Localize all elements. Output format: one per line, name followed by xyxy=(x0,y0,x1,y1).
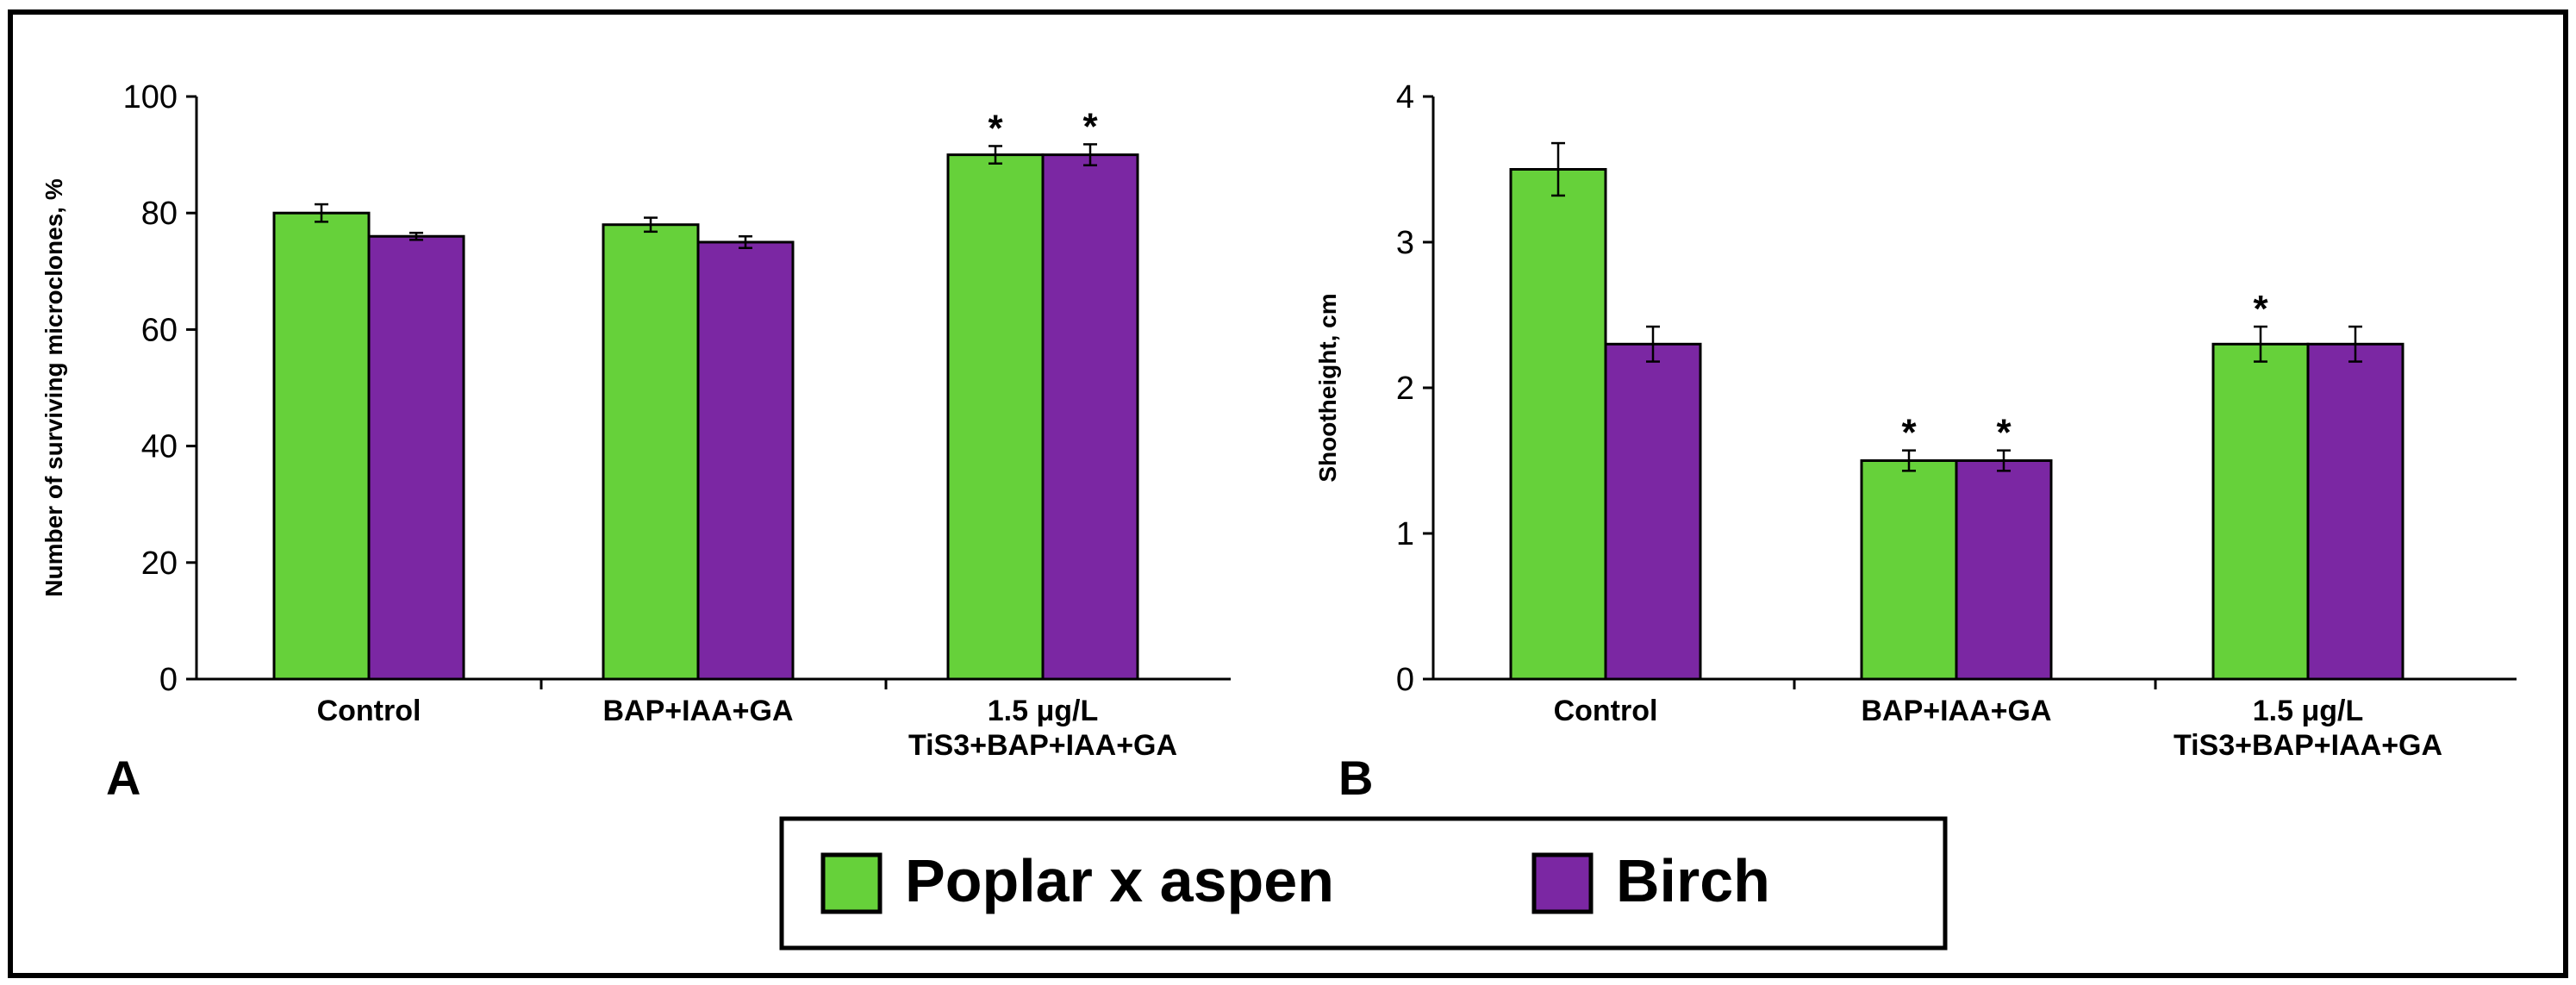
panel-label-a: A xyxy=(106,751,140,805)
bar-birch xyxy=(696,240,795,681)
y-tick-label: 0 xyxy=(159,662,178,698)
x-category-label: BAP+IAA+GA xyxy=(1861,695,2051,727)
y-tick-label: 40 xyxy=(141,429,178,465)
significance-marker: * xyxy=(2253,288,2268,330)
y-axis-label: Shootheight, cm xyxy=(1314,293,1341,482)
chart-panel-b: 0 1 2 3 4 Shootheight, cm Control * * BAP+IAA+GA *… xyxy=(1314,79,2517,762)
bar-birch xyxy=(2306,342,2404,681)
x-category-label: Control xyxy=(1554,695,1658,727)
x-category-label: TiS3+BAP+IAA+GA xyxy=(908,729,1177,762)
x-category-label: 1.5 μg/L xyxy=(988,695,1099,727)
legend-swatch-poplar xyxy=(820,852,883,914)
y-tick-label: 2 xyxy=(1396,371,1414,407)
significance-marker: * xyxy=(1996,412,2012,454)
significance-marker: * xyxy=(1082,105,1098,147)
legend: Poplar x aspen Birch xyxy=(779,816,1948,951)
y-tick-label: 60 xyxy=(141,312,178,348)
x-category-label: 1.5 μg/L xyxy=(2253,695,2364,727)
y-tick-label: 100 xyxy=(123,79,178,115)
chart-panel-a: 0 20 40 60 80 100 Number of surviving microclo… xyxy=(41,79,1231,762)
y-axis-label: Number of surviving microclones, % xyxy=(41,178,67,597)
bar-poplar xyxy=(602,223,700,681)
bar-poplar xyxy=(1509,168,1607,681)
y-tick-label: 1 xyxy=(1396,516,1414,552)
y-tick-label: 3 xyxy=(1396,225,1414,261)
bar-birch xyxy=(367,234,465,681)
legend-swatch-birch xyxy=(1531,852,1594,914)
legend-box xyxy=(779,816,1948,951)
legend-label-poplar: Poplar x aspen xyxy=(905,847,1334,914)
bar-poplar xyxy=(272,211,371,681)
y-tick-label: 0 xyxy=(1396,662,1414,698)
significance-marker: * xyxy=(1901,412,1917,454)
x-category-label: BAP+IAA+GA xyxy=(602,695,793,727)
panel-label-b: B xyxy=(1338,751,1373,805)
y-tick-label: 20 xyxy=(141,545,178,582)
x-category-label: TiS3+BAP+IAA+GA xyxy=(2174,729,2442,762)
y-tick-label: 80 xyxy=(141,196,178,232)
y-tick-label: 4 xyxy=(1396,79,1414,115)
bar-poplar xyxy=(2211,342,2310,681)
bar-poplar xyxy=(946,153,1045,681)
bar-birch xyxy=(1604,342,1702,681)
x-category-label: Control xyxy=(317,695,421,727)
significance-marker: * xyxy=(988,107,1003,149)
bar-birch xyxy=(1041,153,1139,681)
bar-birch xyxy=(1955,459,2053,681)
bar-poplar xyxy=(1860,459,1958,681)
legend-label-birch: Birch xyxy=(1616,847,1770,914)
